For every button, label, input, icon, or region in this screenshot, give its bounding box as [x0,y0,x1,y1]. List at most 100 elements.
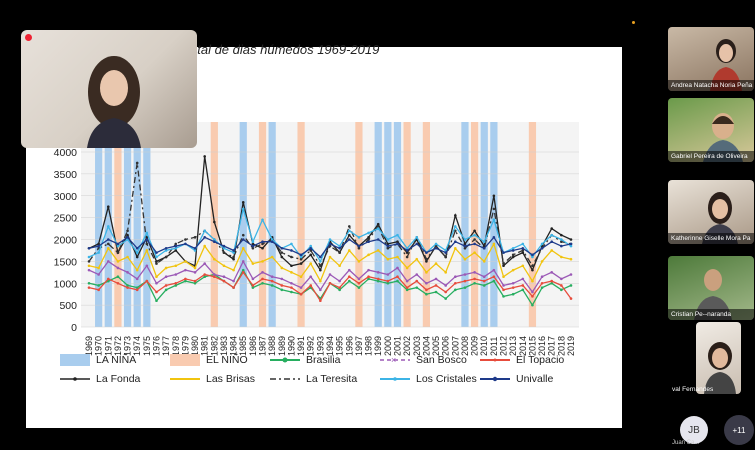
series-point [454,214,457,217]
series-point [290,249,293,252]
series-point [232,268,235,272]
participant-tile[interactable]: Katherinne Giselle Mora Pa [668,180,754,244]
series-point [482,240,486,243]
series-point [415,242,419,246]
x-tick-label: 1997 [354,336,364,356]
series-point [550,233,554,237]
series-point [299,257,303,261]
series-point [222,251,226,254]
series-point [174,244,178,248]
series-point [135,161,139,165]
series-point [213,275,216,278]
series-point [405,286,409,289]
series-point [405,249,409,252]
nina-band [95,122,103,327]
series-point [184,277,187,281]
series-point [241,238,245,241]
participant-avatar-initials[interactable]: JB [680,416,708,444]
x-tick-label: 1980 [190,336,200,356]
nino-band [403,122,411,327]
series-point [463,273,467,276]
participant-tile[interactable]: Gabriel Pereira de Oliveira [668,98,754,162]
series-point [511,286,515,289]
series-point [444,290,447,294]
series-point [367,240,370,243]
series-point [338,246,341,250]
more-participants-button[interactable]: +11 [724,415,754,445]
series-point [531,255,534,259]
legend-label-la-fonda: La Fonda [96,373,141,385]
series-point [444,297,447,300]
nino-band [114,122,122,327]
series-point [531,268,534,272]
series-point [87,281,91,285]
series-point [376,222,380,226]
series-point [492,236,496,239]
series-point [357,260,361,263]
series-point [434,284,438,287]
series-point [492,279,496,283]
series-point [174,264,178,268]
series-point [521,264,525,268]
series-point [386,279,390,283]
series-point [502,295,505,298]
series-point [396,275,399,278]
series-point [290,255,293,259]
x-tick-label: 2011 [489,337,499,356]
wet-days-line-chart: 0 500 1000 1500 2000 2500 3000 3500 4000 1969 1970… [54,122,579,356]
series-point [540,242,544,246]
x-tick-label: 1977 [161,336,171,356]
participant-avatar [704,342,736,394]
y-tick-label: 3500 [54,169,78,181]
series-point [521,251,525,254]
series-point [261,240,264,243]
series-point [87,264,91,268]
series-point [347,238,351,241]
nina-band [490,122,498,327]
series-point [367,275,370,278]
participant-tile[interactable]: Cristian Pe--naranda [668,256,754,320]
legend-item-nino: EL NIÑO [170,354,248,366]
series-point [155,255,158,259]
series-point [193,249,197,252]
x-tick-label: 2019 [566,336,576,356]
series-point [569,273,573,276]
series-point [531,279,534,283]
series-point [357,244,361,248]
series-point [425,260,428,263]
nina-band [239,122,247,327]
series-point [106,260,110,263]
series-point [338,264,341,268]
series-point [164,246,168,250]
series-point [367,253,370,257]
series-point [97,251,100,254]
series-point [184,238,187,241]
series-point [251,286,255,289]
x-tick-label: 1998 [364,336,374,356]
series-point [540,246,544,250]
participant-tile[interactable] [696,322,741,394]
legend-item-la-teresita: La Teresita [270,373,357,385]
x-tick-label: 1988 [267,336,277,356]
series-point [386,281,390,285]
series-point [309,253,313,257]
nino-band [470,122,479,327]
series-point [319,288,322,292]
series-point [174,249,178,252]
series-point [97,284,100,287]
series-point [135,277,139,281]
series-point [444,271,447,274]
nina-band [393,122,402,327]
series-point [531,253,534,257]
participant-tile[interactable]: Andrea Natacha Noria Peña [668,27,754,91]
series-point [415,236,419,239]
legend-item-los-cristales: Los Cristales [380,373,477,385]
series-point [299,275,303,278]
series-point [232,255,235,259]
series-point [328,281,332,285]
presenter-video[interactable] [21,30,197,148]
series-point [251,240,255,243]
series-point [135,286,139,289]
legend-label-brasilia: Brasilia [306,354,341,366]
legend-item-brasilia: Brasilia [270,354,340,366]
